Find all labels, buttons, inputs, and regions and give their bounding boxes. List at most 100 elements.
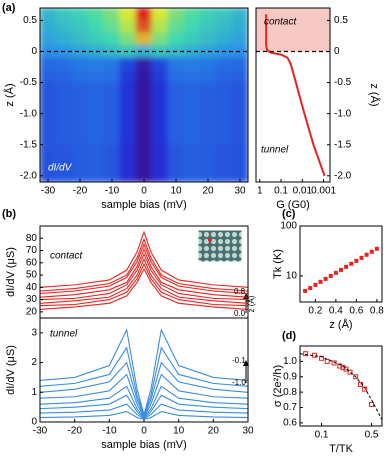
heatmap-cell bbox=[135, 44, 153, 59]
heatmap-cell bbox=[231, 32, 248, 46]
heatmap-cell bbox=[199, 69, 217, 84]
x-tick-label: -30 bbox=[41, 186, 56, 197]
data-line bbox=[40, 267, 248, 310]
y-axis-label: σ (2e²/h) bbox=[272, 365, 284, 407]
x-tick-label: 0.6 bbox=[349, 306, 363, 317]
heatmap-cell bbox=[40, 32, 57, 46]
data-point bbox=[369, 401, 375, 407]
heatmap-cell bbox=[167, 144, 185, 158]
heatmap-cell bbox=[71, 119, 89, 133]
x-axis-label: z (Å) bbox=[329, 318, 352, 331]
panel-label: (c) bbox=[282, 208, 296, 220]
heatmap-cell bbox=[87, 57, 105, 71]
heatmap-cell bbox=[71, 44, 89, 59]
heatmap-cell bbox=[215, 169, 233, 182]
y-tick-label: 30 bbox=[26, 294, 38, 305]
data-point bbox=[353, 374, 359, 380]
heatmap-cell bbox=[183, 144, 201, 158]
heatmap-cell bbox=[135, 144, 153, 158]
x-tick-label: 20 bbox=[202, 186, 214, 197]
heatmap-cell bbox=[167, 156, 185, 171]
heatmap-cell bbox=[199, 169, 217, 182]
heatmap-cell bbox=[71, 32, 89, 46]
y-axis-label: z (Å) bbox=[368, 83, 381, 106]
y-tick-label: 0.9 bbox=[283, 371, 297, 382]
heatmap-cell bbox=[55, 82, 73, 96]
data-line bbox=[40, 242, 248, 295]
y-tick-label: 70 bbox=[26, 245, 38, 256]
heatmap-cell bbox=[71, 106, 89, 121]
x-tick-label: 0.5 bbox=[365, 430, 379, 441]
y-tick-label: 10 bbox=[286, 271, 298, 282]
shaded-region bbox=[256, 8, 330, 52]
data-point bbox=[323, 276, 328, 281]
axes-frame bbox=[299, 345, 383, 427]
heatmap-cell bbox=[231, 119, 248, 133]
heatmap-cell bbox=[55, 106, 73, 121]
heatmap-cell bbox=[87, 82, 105, 96]
y-axis-label: z (Å) bbox=[3, 83, 16, 106]
heatmap-cell bbox=[231, 94, 248, 108]
heatmap-cell bbox=[135, 57, 153, 71]
heatmap-cell bbox=[40, 57, 57, 71]
heatmap-cell bbox=[231, 8, 248, 21]
data-point bbox=[354, 258, 359, 263]
panel-label: (b) bbox=[2, 208, 16, 220]
heatmap-cell bbox=[103, 131, 121, 146]
x-tick-label: 10 bbox=[170, 186, 182, 197]
heatmap-cell bbox=[183, 106, 201, 121]
heatmap-cell bbox=[119, 82, 137, 96]
heatmap-cell bbox=[199, 156, 217, 171]
annotation: 0.0 bbox=[234, 309, 246, 318]
heatmap-cell bbox=[183, 44, 201, 59]
heatmap-cell bbox=[119, 57, 137, 71]
data-line bbox=[40, 346, 248, 418]
heatmap-cell bbox=[135, 156, 153, 171]
data-point bbox=[343, 366, 349, 372]
heatmap-cell bbox=[71, 8, 89, 21]
panel-label: (a) bbox=[2, 2, 16, 14]
plot-area bbox=[40, 230, 248, 310]
y-tick-label: 3 bbox=[31, 327, 37, 338]
heatmap-cell bbox=[215, 94, 233, 108]
heatmap-cell bbox=[167, 119, 185, 133]
plot-area bbox=[303, 246, 379, 293]
heatmap-cell bbox=[55, 169, 73, 182]
x-tick-label: -20 bbox=[73, 186, 88, 197]
y-tick-label: 0.6 bbox=[283, 418, 297, 429]
data-point bbox=[344, 264, 349, 269]
heatmap-cell bbox=[71, 144, 89, 158]
y-tick-label: -0.5 bbox=[20, 77, 38, 88]
data-line bbox=[40, 328, 248, 417]
data-point bbox=[328, 273, 333, 278]
x-tick-label: -10 bbox=[105, 186, 120, 197]
heatmap-cell bbox=[199, 19, 217, 34]
data-line bbox=[40, 252, 248, 301]
y-tick-label: 0.5 bbox=[23, 15, 37, 26]
heatmap-cell bbox=[87, 8, 105, 21]
heatmap-cell bbox=[151, 144, 169, 158]
heatmap-cell bbox=[119, 19, 137, 34]
heatmap-cell bbox=[103, 106, 121, 121]
heatmap-cell bbox=[199, 94, 217, 108]
heatmap-cell bbox=[71, 131, 89, 146]
heatmap-cell bbox=[167, 169, 185, 182]
heatmap-cell bbox=[151, 82, 169, 96]
data-line bbox=[40, 247, 248, 298]
data-point bbox=[303, 288, 308, 293]
y-tick-label: 0 bbox=[31, 417, 37, 428]
heatmap-cell bbox=[151, 8, 169, 21]
data-point bbox=[308, 286, 313, 291]
heatmap-cell bbox=[231, 131, 248, 146]
y-tick-label: 0 bbox=[31, 46, 37, 57]
heatmap-cell bbox=[199, 57, 217, 71]
heatmap-cell bbox=[167, 57, 185, 71]
heatmap-cell bbox=[55, 156, 73, 171]
heatmap-cell bbox=[183, 156, 201, 171]
y-axis-label: dI/dV (μS) bbox=[5, 345, 17, 395]
heatmap-cell bbox=[71, 82, 89, 96]
heatmap-cell bbox=[119, 169, 137, 182]
x-tick-label: 0 bbox=[141, 426, 147, 437]
heatmap-cell bbox=[135, 82, 153, 96]
x-tick-label: -20 bbox=[67, 426, 82, 437]
